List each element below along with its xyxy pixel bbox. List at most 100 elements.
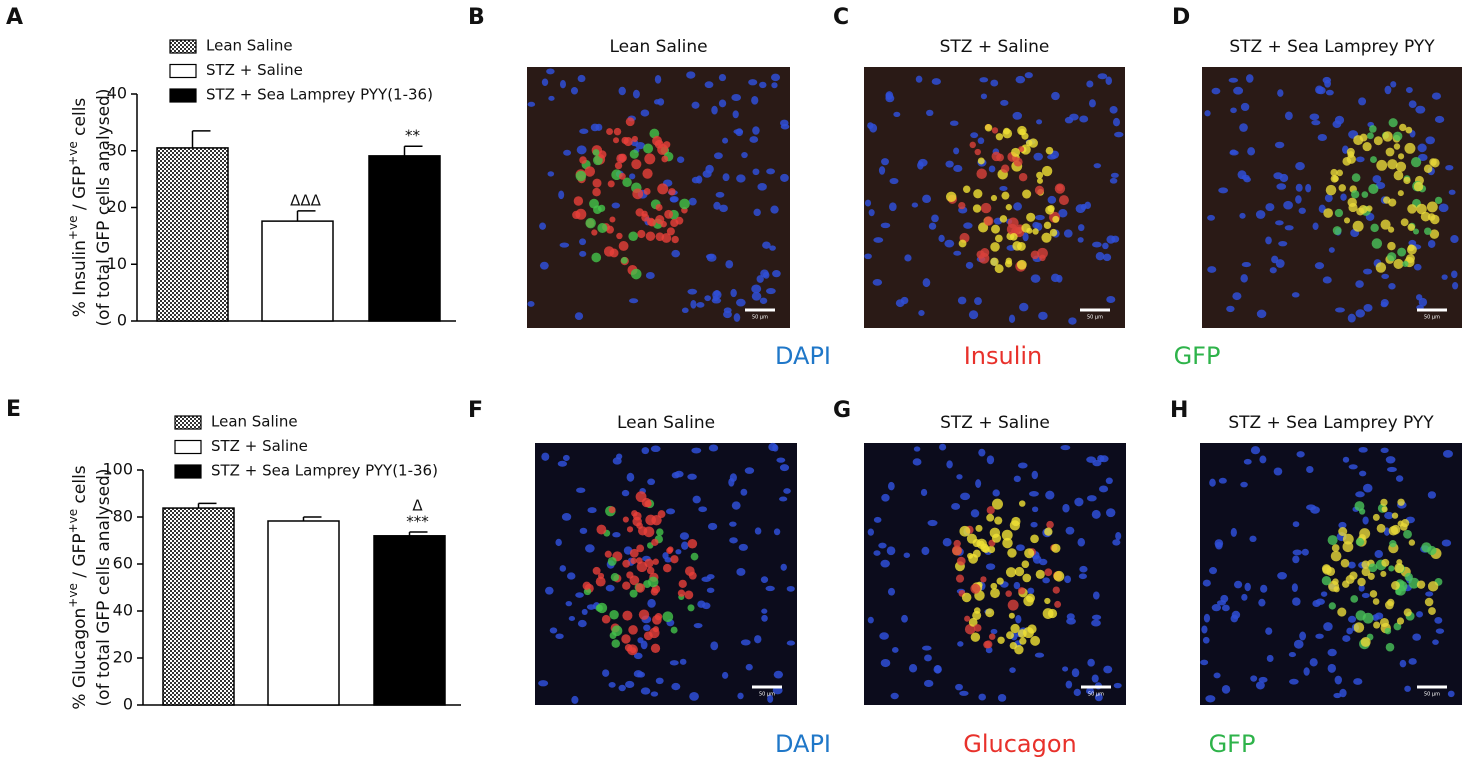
nucleus xyxy=(539,261,549,270)
islet-cell xyxy=(1009,641,1018,650)
nucleus xyxy=(1077,237,1084,243)
nucleus xyxy=(769,245,776,251)
islet-cell xyxy=(1022,573,1032,583)
nucleus xyxy=(1299,631,1307,641)
islet-cell xyxy=(607,180,615,188)
islet-cell xyxy=(1416,203,1427,215)
nucleus xyxy=(1064,575,1072,584)
stain-label: DAPI xyxy=(775,730,831,758)
nucleus xyxy=(561,513,572,521)
islet-cell xyxy=(650,643,661,653)
nucleus xyxy=(1309,658,1318,667)
nucleus xyxy=(602,669,610,677)
nucleus xyxy=(1415,294,1423,301)
islet-cell xyxy=(1355,610,1366,621)
nucleus xyxy=(881,158,889,166)
islet-cell xyxy=(1423,164,1433,173)
nucleus xyxy=(965,261,974,269)
islet-cell xyxy=(1044,527,1053,536)
nucleus xyxy=(1084,201,1092,210)
panel-letter: H xyxy=(1170,398,1188,423)
islet-cell xyxy=(591,252,602,263)
islet-cell xyxy=(606,225,614,234)
legend-swatch xyxy=(169,63,197,79)
islet-cell xyxy=(1330,550,1342,562)
nucleus xyxy=(577,74,586,83)
islet-cell xyxy=(636,544,645,553)
islet-cell xyxy=(984,124,993,132)
nucleus xyxy=(1327,648,1337,657)
islet-cell xyxy=(1041,232,1052,243)
nucleus xyxy=(978,448,986,457)
nucleus xyxy=(1211,603,1222,612)
islet-cell xyxy=(983,216,994,226)
islet-cell xyxy=(987,545,996,554)
nucleus xyxy=(731,501,741,510)
islet-cell xyxy=(1013,157,1023,167)
nucleus xyxy=(640,109,650,117)
islet-cell xyxy=(1046,520,1054,529)
islet-cell xyxy=(1021,132,1029,140)
nucleus xyxy=(953,164,963,173)
islet-cell xyxy=(1352,220,1364,232)
stain-label: Glucagon xyxy=(963,730,1077,758)
nucleus xyxy=(1311,119,1321,126)
nucleus xyxy=(1065,680,1073,689)
nucleus xyxy=(1022,232,1029,242)
nucleus xyxy=(539,222,547,230)
islet-cell xyxy=(1053,570,1065,582)
islet-cell xyxy=(1427,581,1439,592)
islet-cell xyxy=(1001,529,1013,541)
nucleus xyxy=(1323,622,1333,632)
nucleus xyxy=(872,279,883,286)
nucleus xyxy=(736,568,746,576)
nucleus xyxy=(1399,659,1407,668)
islet-cell xyxy=(611,625,623,637)
islet-cell xyxy=(604,550,612,558)
islet-cell xyxy=(666,227,675,236)
nucleus xyxy=(1325,89,1334,96)
nucleus xyxy=(938,234,945,243)
islet-cell xyxy=(1323,208,1334,218)
nucleus xyxy=(977,137,985,145)
nucleus xyxy=(718,99,727,108)
legend-label: STZ + Saline xyxy=(206,61,303,79)
nucleus xyxy=(1218,187,1229,194)
nucleus xyxy=(1079,115,1089,123)
nucleus xyxy=(559,565,567,572)
islet-cell xyxy=(1408,539,1416,546)
nucleus xyxy=(968,310,979,320)
islet-cell xyxy=(1388,198,1397,207)
nucleus xyxy=(710,641,719,651)
nucleus xyxy=(1292,555,1300,564)
islet-cell xyxy=(1369,125,1377,133)
islet-cell xyxy=(972,204,982,213)
islet-cell xyxy=(601,614,611,624)
islet-cell xyxy=(592,149,600,156)
panel-title: Lean Saline xyxy=(617,413,715,433)
islet-cell xyxy=(616,232,623,240)
islet-cell xyxy=(1373,136,1383,146)
nucleus xyxy=(650,445,661,453)
islet-cell xyxy=(610,572,620,582)
nucleus xyxy=(963,222,973,229)
nucleus xyxy=(1009,667,1016,673)
islet-cell xyxy=(1393,258,1404,269)
nucleus xyxy=(740,488,748,496)
nucleus xyxy=(1094,693,1103,702)
islet-cell xyxy=(1327,535,1338,546)
nucleus xyxy=(1075,204,1086,214)
nucleus xyxy=(612,457,622,465)
nucleus xyxy=(1078,573,1087,580)
islet-cell xyxy=(1393,170,1404,181)
islet-cell xyxy=(1407,204,1417,214)
islet-cell xyxy=(1337,607,1347,617)
nucleus xyxy=(669,195,679,203)
islet-cell xyxy=(1393,622,1402,631)
islet-cell xyxy=(630,557,637,565)
nucleus xyxy=(737,692,744,700)
islet-cell xyxy=(1349,571,1358,580)
nucleus xyxy=(645,271,655,279)
nucleus xyxy=(1220,594,1229,603)
y-tick-label: 30 xyxy=(107,140,127,159)
